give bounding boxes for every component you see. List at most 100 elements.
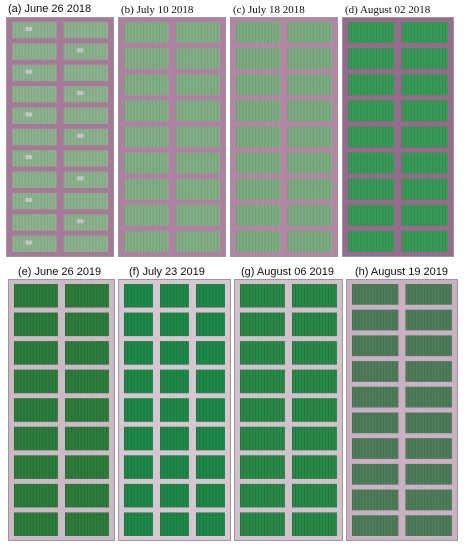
plot-block [196,284,225,308]
plot-block [348,126,395,148]
plot-block [240,455,285,479]
plot-block [65,369,109,394]
plot-block [405,309,452,331]
plot-block [401,22,448,44]
panel-g-image [234,279,343,541]
plot-block [160,284,189,308]
plot-block [292,426,337,451]
plot-block [124,512,153,536]
plot-block [65,398,109,422]
plot-block [63,214,108,231]
plot-block [352,489,399,511]
plot-block [175,100,220,122]
plot-block [196,369,225,394]
plot-block [287,152,332,174]
plot-block [14,512,58,536]
plot-block [405,489,452,511]
plot-block [12,214,57,231]
plot-block [240,426,285,451]
plot-block [65,483,109,508]
plot-block [65,284,109,308]
plot-block [160,312,189,337]
plot-block [352,386,399,408]
panel-g-label: (g) August 06 2019 [241,266,334,278]
plot-block [236,48,281,70]
plot-block [401,178,448,200]
plot-block [160,455,189,479]
plot-block [348,100,395,122]
plot-block [65,312,109,337]
plot-block [292,398,337,422]
plot-block [12,192,57,210]
plot-block [236,126,281,148]
plot-block [287,74,332,96]
plot-block [240,398,285,422]
plot-block [12,86,57,103]
plot-block [175,48,220,70]
plot-block [65,426,109,451]
plot-block [160,398,189,422]
plot-block [160,369,189,394]
plot-block [160,341,189,365]
plot-block [65,455,109,479]
plot-block [352,361,399,382]
plot-block [14,426,58,451]
plot-block [352,284,399,305]
plot-block [12,171,57,188]
panel-f-image [118,279,231,541]
plot-block [124,22,169,44]
panel-h-label: (h) August 19 2019 [355,266,448,278]
plot-block [124,284,153,308]
plot-block [240,284,285,308]
plot-block [292,369,337,394]
plot-block [401,100,448,122]
plot-block [14,455,58,479]
plot-block [348,22,395,44]
plot-block [348,230,395,252]
panel-h-image [346,279,458,541]
plot-block [348,178,395,200]
plot-block [292,455,337,479]
plot-block [175,204,220,226]
plot-block [287,48,332,70]
panel-a-image [6,17,114,257]
plot-block [124,398,153,422]
plot-block [63,171,108,188]
panel-b-label: (b) July 10 2018 [121,4,194,16]
plot-block [63,43,108,60]
plot-block [63,192,108,210]
plot-block [405,438,452,459]
plot-block [236,204,281,226]
plot-block [196,312,225,337]
plot-block [287,204,332,226]
plot-block [175,126,220,148]
plot-block [124,369,153,394]
plot-block [63,22,108,39]
plot-block [196,512,225,536]
plot-block [196,341,225,365]
plot-block [240,512,285,536]
plot-block [292,341,337,365]
plot-block [236,230,281,252]
plot-block [405,386,452,408]
plot-block [160,483,189,508]
plot-block [63,128,108,146]
plot-block [63,86,108,103]
plot-block [405,335,452,357]
panel-c-image [230,17,338,257]
plot-block [287,230,332,252]
plot-block [196,455,225,479]
plot-block [124,426,153,451]
plot-block [352,335,399,357]
plot-block [175,22,220,44]
plot-block [352,309,399,331]
plot-block [12,235,57,252]
plot-block [292,312,337,337]
plot-block [63,64,108,82]
plot-block [401,48,448,70]
plot-block [175,152,220,174]
plot-block [401,152,448,174]
plot-block [124,178,169,200]
plot-block [405,284,452,305]
plot-block [14,341,58,365]
